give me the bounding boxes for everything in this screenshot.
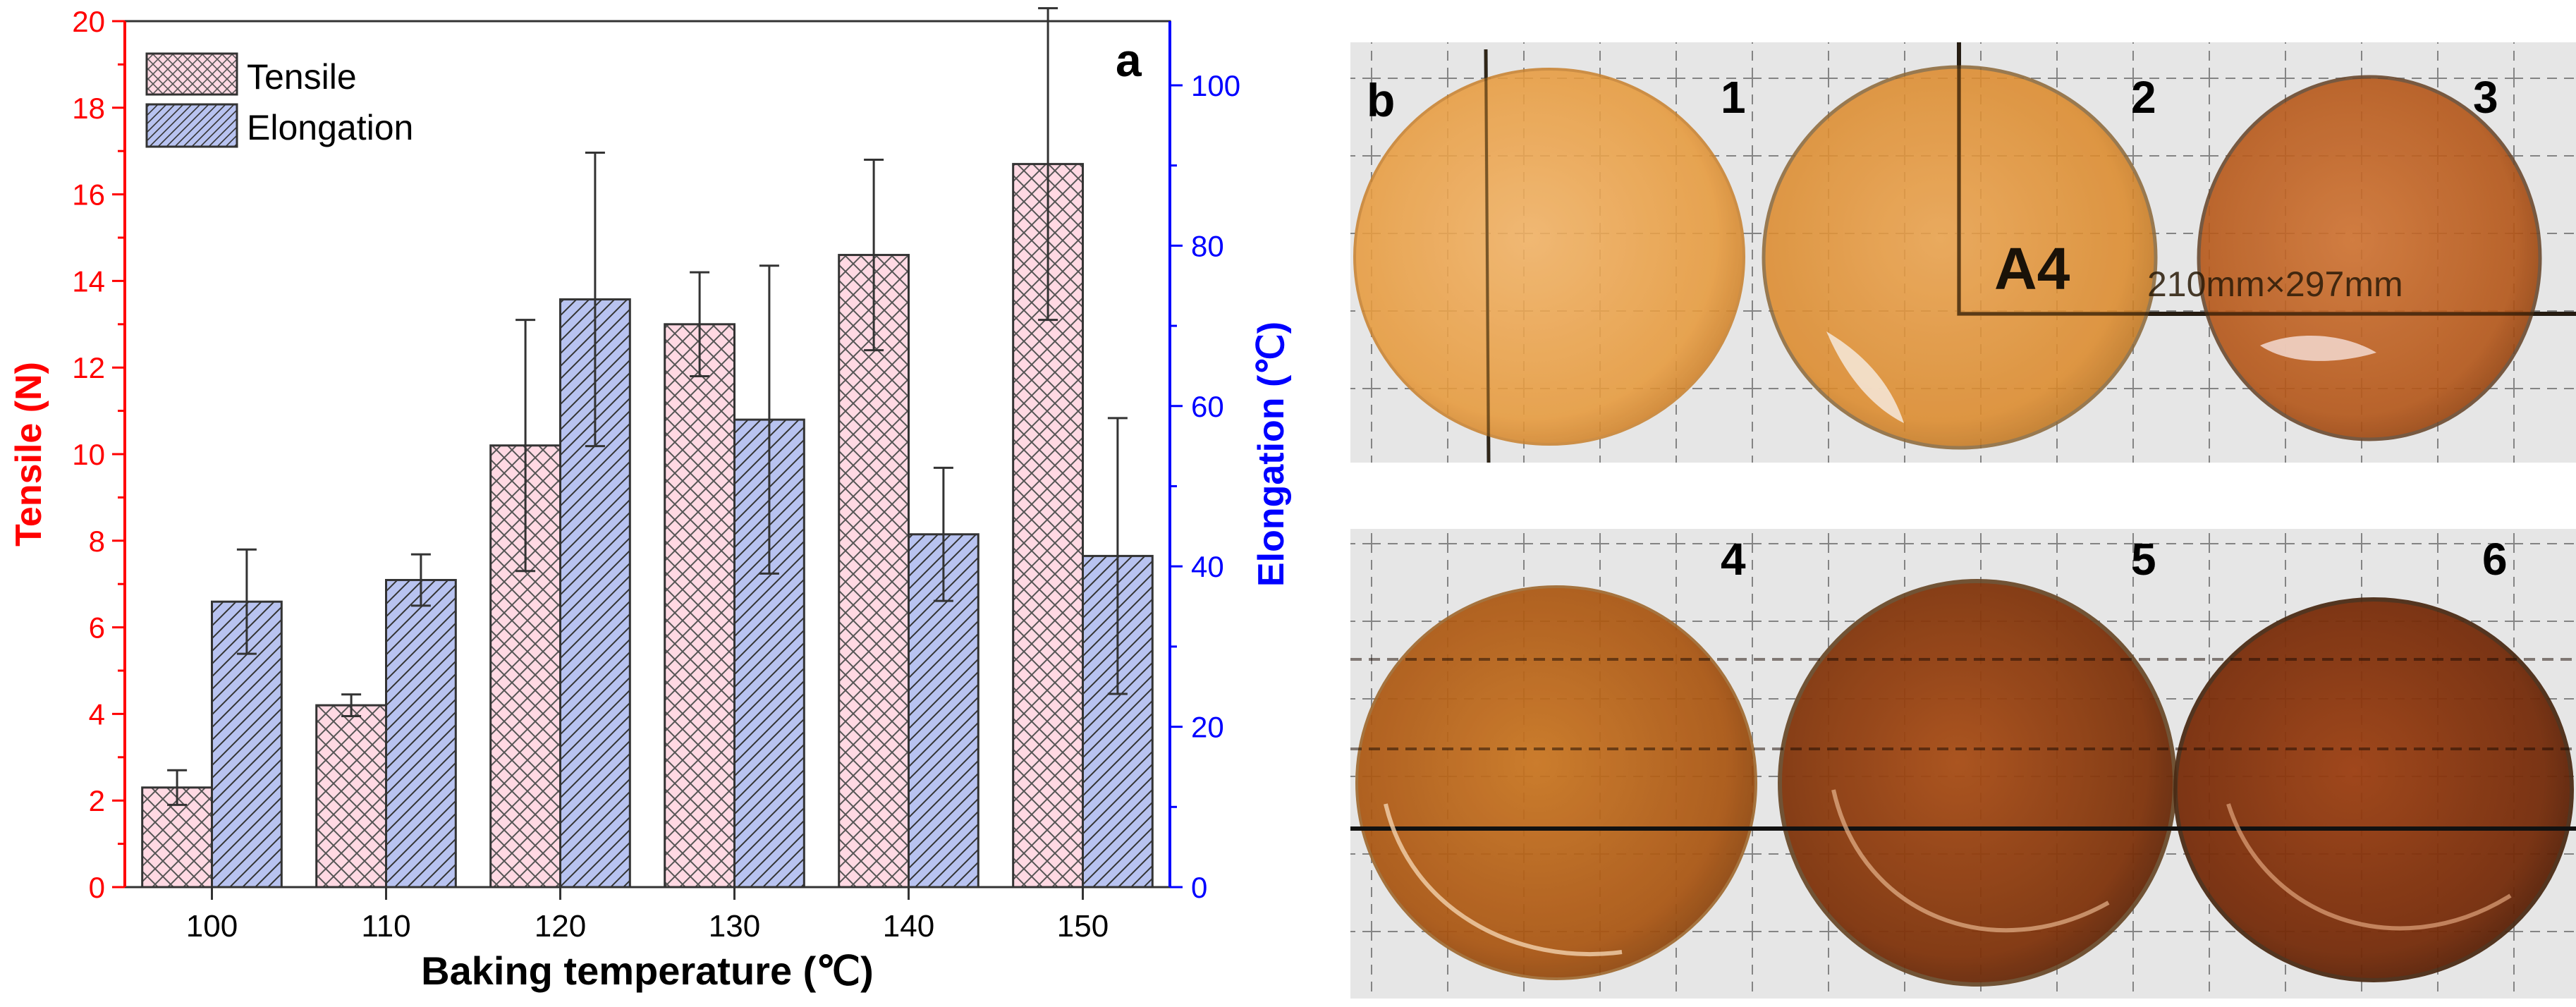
errorbar-elongation-110 — [410, 553, 431, 607]
film-disc-4 — [1355, 585, 1757, 980]
photo-top: A4 210mm×297mm b 1 2 3 — [1350, 42, 2576, 463]
bar-tensile-140 — [838, 254, 910, 889]
left-tick-label-0: 0 — [89, 871, 105, 904]
right-tick-label-20: 20 — [1191, 711, 1224, 744]
left-tick-label-20: 20 — [72, 5, 105, 38]
reflection-6 — [2226, 803, 2512, 931]
x-axis-title: Baking temperature (℃) — [421, 948, 874, 993]
y-axis-title-right: Elongation (℃) — [1251, 322, 1292, 587]
photo-print-text: A4 — [1994, 236, 2070, 302]
errorbar-elongation-120 — [585, 151, 605, 448]
left-tick-label-14: 14 — [72, 264, 105, 298]
left-tick-label-16: 16 — [72, 178, 105, 212]
photo-bottom: 4 5 6 — [1350, 529, 2576, 999]
bar-tensile-130 — [664, 323, 736, 889]
reflection-4 — [1384, 803, 1623, 956]
left-tick-label-12: 12 — [72, 351, 105, 384]
right-axis: 0 20 40 60 80 100 — [1168, 21, 1240, 904]
bar-chart: 0 2 4 6 8 10 12 14 16 18 20 0 20 40 60 80 100 100 110 120… — [8, 5, 1292, 993]
right-tick-label-0: 0 — [1191, 871, 1207, 904]
legend-swatch-tensile — [145, 52, 238, 96]
film-disc-3 — [2197, 75, 2542, 441]
x-tick-label-150: 150 — [1057, 909, 1109, 944]
sample-label-6: 6 — [2482, 534, 2508, 585]
x-tick-label-100: 100 — [186, 909, 238, 944]
errorbar-elongation-130 — [759, 264, 779, 575]
legend: Tensile Elongation — [145, 52, 413, 148]
photo-print-dims: 210mm×297mm — [2147, 264, 2403, 304]
errorbar-tensile-140 — [864, 158, 884, 352]
sample-label-4: 4 — [1721, 534, 1746, 585]
x-tick-label-120: 120 — [535, 909, 586, 944]
bar-tensile-110 — [315, 704, 388, 889]
right-tick-label-40: 40 — [1191, 550, 1224, 583]
sample-label-3: 3 — [2473, 72, 2498, 123]
right-tick-label-80: 80 — [1191, 229, 1224, 262]
errorbar-elongation-140 — [933, 466, 953, 602]
errorbar-tensile-130 — [690, 271, 710, 377]
errorbar-tensile-100 — [167, 769, 188, 806]
film-disc-1 — [1353, 68, 1745, 446]
sample-label-5: 5 — [2131, 534, 2156, 585]
bar-elongation-110 — [385, 579, 457, 889]
bars — [141, 163, 1154, 889]
errorbar-elongation-150 — [1107, 417, 1128, 695]
reflection-5 — [1831, 789, 2110, 933]
bar-elongation-130 — [733, 418, 805, 889]
film-disc-6 — [2173, 597, 2574, 982]
glare-2 — [1826, 331, 1904, 423]
legend-swatch-elongation — [145, 103, 238, 148]
left-axis: 0 2 4 6 8 10 12 14 16 18 20 — [72, 5, 126, 904]
errorbar-tensile-110 — [341, 693, 362, 717]
x-tick-label-110: 110 — [361, 909, 410, 944]
y-axis-title-left: Tensile (N) — [8, 362, 49, 547]
sample-label-1: 1 — [1721, 72, 1746, 123]
right-tick-label-100: 100 — [1191, 69, 1240, 102]
errorbar-tensile-150 — [1038, 7, 1058, 322]
left-tick-label-18: 18 — [72, 92, 105, 125]
legend-label-tensile: Tensile — [247, 57, 357, 97]
photo-panel: A4 210mm×297mm b 1 2 3 4 5 6 — [1350, 42, 2576, 999]
error-bars — [167, 7, 1128, 806]
panel-label-b: b — [1367, 74, 1395, 126]
errorbar-elongation-100 — [236, 548, 257, 655]
glare-3 — [2260, 336, 2376, 361]
right-tick-label-60: 60 — [1191, 390, 1224, 423]
left-tick-label-4: 4 — [89, 697, 105, 731]
legend-label-elongation: Elongation — [247, 108, 413, 147]
x-tick-label-140: 140 — [883, 909, 934, 944]
x-axis: 100 110 120 130 140 150 — [186, 887, 1109, 944]
x-tick-label-130: 130 — [709, 909, 760, 944]
film-disc-5 — [1778, 579, 2177, 987]
sample-label-2: 2 — [2131, 72, 2156, 123]
panel-label-a: a — [1116, 34, 1142, 86]
left-tick-label-2: 2 — [89, 784, 105, 817]
left-tick-label-8: 8 — [89, 525, 105, 558]
left-tick-label-10: 10 — [72, 438, 105, 471]
left-tick-label-6: 6 — [89, 611, 105, 645]
errorbar-tensile-120 — [515, 319, 536, 573]
